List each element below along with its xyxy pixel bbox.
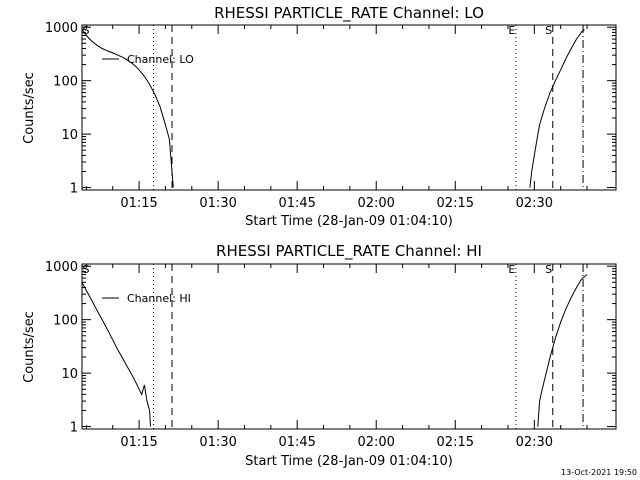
y-tick-label: 1000 <box>45 260 78 275</box>
chart-marks: 1 10 100 1000 01:15 01:30 01:45 02:00 02:15 02:30… <box>45 21 616 211</box>
event-marker-label: S <box>545 263 552 276</box>
chart-panel-hi: RHESSI PARTICLE_RATE Channel: HI Start T… <box>22 242 617 469</box>
x-tick-label: 01:30 <box>199 196 236 211</box>
y-axis-label: Counts/sec <box>22 72 37 144</box>
x-tick-label: 02:00 <box>357 196 394 211</box>
y-tick-label: 1000 <box>45 21 78 36</box>
x-tick-label: 02:00 <box>357 435 394 450</box>
plot-frame <box>81 263 617 430</box>
event-marker-label: S <box>83 263 90 276</box>
chart-panel-lo: RHESSI PARTICLE_RATE Channel: LO Start T… <box>22 4 617 229</box>
x-axis-label: Start Time (28-Jan-09 01:04:10) <box>245 214 453 229</box>
legend-label: Channel: HI <box>127 292 191 305</box>
y-tick-label: 1 <box>70 421 78 436</box>
event-marker-label: E <box>508 263 515 276</box>
y-tick-label: 10 <box>61 367 78 382</box>
x-tick-label: 01:30 <box>199 435 236 450</box>
event-marker-label: E <box>508 24 515 37</box>
x-tick-label: 02:15 <box>437 196 474 211</box>
event-marker-label: S <box>83 24 90 37</box>
x-axis-label: Start Time (28-Jan-09 01:04:10) <box>245 454 453 469</box>
series-line <box>81 282 151 427</box>
y-tick-label: 100 <box>53 314 78 329</box>
chart-title: RHESSI PARTICLE_RATE Channel: LO <box>214 4 484 23</box>
y-tick-label: 100 <box>53 75 78 90</box>
x-tick-label: 01:15 <box>120 196 157 211</box>
chart-title: RHESSI PARTICLE_RATE Channel: HI <box>216 242 482 261</box>
x-tick-label: 02:30 <box>516 196 553 211</box>
y-axis-label: Counts/sec <box>22 311 37 383</box>
chart-marks: 1 10 100 1000 01:15 01:30 01:45 02:00 02:15 02:30… <box>45 260 616 450</box>
x-tick-label: 01:45 <box>278 196 315 211</box>
x-tick-label: 02:30 <box>516 435 553 450</box>
y-tick-label: 1 <box>70 182 78 197</box>
y-tick-label: 10 <box>61 128 78 143</box>
plot-frame <box>81 24 617 191</box>
series-line <box>529 29 585 188</box>
event-marker-label: S <box>545 24 552 37</box>
legend-label: Channel: LO <box>127 53 194 66</box>
series-line <box>537 274 588 427</box>
x-tick-label: 01:45 <box>278 435 315 450</box>
series-line <box>81 29 174 188</box>
x-tick-label: 01:15 <box>120 435 157 450</box>
x-tick-label: 02:15 <box>437 435 474 450</box>
footer-timestamp: 13-Oct-2021 19:50 <box>561 468 637 477</box>
